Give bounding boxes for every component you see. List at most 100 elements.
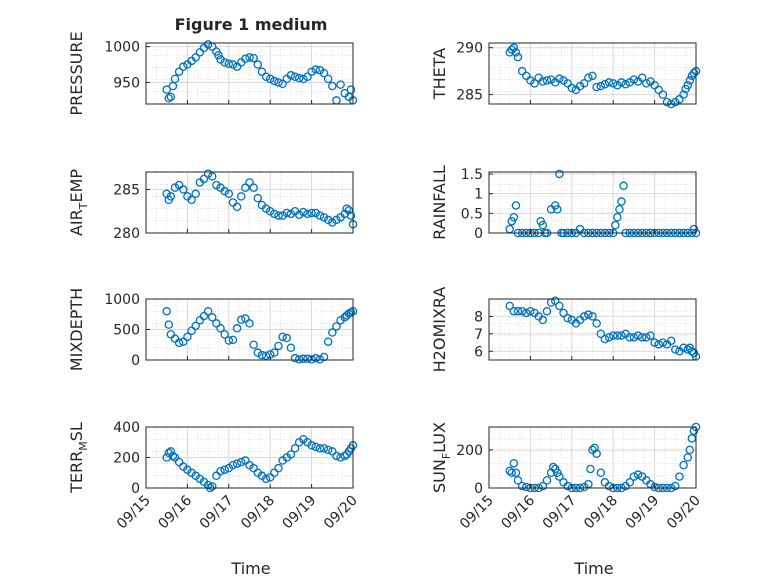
data-point: [174, 338, 184, 348]
data-point: [555, 472, 564, 481]
data-point: [236, 192, 246, 201]
data-point: [183, 332, 192, 342]
data-point: [625, 333, 635, 342]
data-point: [257, 350, 267, 360]
data-point: [563, 481, 572, 491]
data-point: [522, 482, 531, 492]
data-point: [270, 468, 279, 477]
data-point: [270, 348, 279, 357]
data-point: [579, 79, 589, 88]
data-point: [224, 336, 234, 345]
data-point: [596, 468, 606, 477]
data-point: [538, 315, 548, 325]
data-point: [328, 328, 337, 337]
data-point: [199, 311, 209, 321]
data-point: [170, 183, 180, 192]
data-point: [294, 355, 304, 364]
y-tick-label: 0: [474, 226, 483, 242]
data-point: [538, 77, 548, 86]
subplot-3: 280 285 AIRTEMP: [67, 169, 358, 242]
data-point: [511, 201, 521, 210]
data-point: [323, 445, 333, 455]
data-point: [584, 310, 593, 319]
data-point: [274, 78, 283, 87]
data-point: [216, 466, 225, 476]
y-tick-label: 1000: [104, 292, 140, 308]
y-tick-label: 1.5: [461, 167, 483, 183]
data-point: [683, 345, 692, 354]
data-point: [236, 457, 246, 467]
data-point: [303, 209, 312, 219]
data-point: [179, 62, 188, 71]
data-point: [166, 192, 176, 201]
data-point: [592, 82, 601, 92]
data-point: [170, 453, 180, 462]
data-point: [340, 451, 349, 461]
axes-box: [488, 426, 697, 489]
data-point: [224, 59, 234, 69]
subplot-1: 950 1000 PRESSURE: [67, 31, 358, 116]
data-point: [513, 52, 523, 62]
data-point: [278, 211, 287, 220]
data-point: [596, 329, 606, 339]
data-point: [245, 53, 254, 62]
data-point: [249, 183, 258, 192]
data-point: [550, 296, 560, 305]
y-tick-label: 6: [474, 344, 483, 360]
data-point: [245, 319, 254, 328]
subplot-4: 0 0.5 1 1.5 RAINFALL: [430, 165, 701, 242]
data-point: [542, 306, 552, 316]
data-point: [328, 81, 337, 91]
y-tick-label: 280: [113, 226, 140, 242]
data-point: [307, 67, 316, 76]
axes-box: [488, 298, 697, 361]
data-point: [629, 333, 639, 342]
y-tick-label: 200: [456, 443, 483, 459]
y-tick-label: 285: [456, 88, 483, 104]
data-point: [164, 94, 174, 103]
data-point: [294, 210, 304, 219]
data-point: [323, 74, 333, 84]
data-point: [232, 459, 242, 468]
data-point: [584, 73, 593, 82]
data-point: [164, 320, 174, 329]
data-point: [526, 306, 535, 316]
axes-box: [488, 42, 697, 105]
data-point: [319, 352, 329, 362]
data-point: [553, 205, 562, 214]
data-point: [642, 79, 651, 88]
data-point: [253, 60, 263, 69]
axes-box: [145, 171, 354, 234]
y-axis-label: MIXDEPTH: [67, 288, 86, 371]
data-point: [637, 333, 647, 342]
data-point: [207, 482, 217, 491]
data-point: [315, 444, 325, 453]
data-point: [249, 340, 258, 349]
data-point: [650, 338, 659, 347]
data-point: [654, 85, 663, 95]
axes-box: [488, 171, 697, 234]
data-point: [319, 68, 329, 78]
data-point: [261, 351, 271, 360]
data-point: [220, 330, 229, 339]
data-point: [270, 209, 279, 219]
data-point: [203, 169, 213, 178]
data-point: [509, 213, 519, 222]
data-point: [290, 72, 300, 81]
data-point: [563, 313, 572, 323]
data-point: [166, 447, 176, 456]
data-point: [282, 208, 292, 218]
data-point: [179, 337, 188, 346]
data-point: [505, 301, 514, 311]
data-point: [685, 445, 695, 455]
data-point: [633, 331, 643, 340]
data-point: [517, 306, 527, 316]
data-point: [675, 95, 684, 104]
data-point: [683, 453, 692, 462]
data-point: [608, 79, 618, 88]
data-point: [604, 481, 614, 491]
data-point: [212, 471, 221, 481]
data-point: [323, 215, 333, 225]
data-point: [214, 50, 223, 60]
